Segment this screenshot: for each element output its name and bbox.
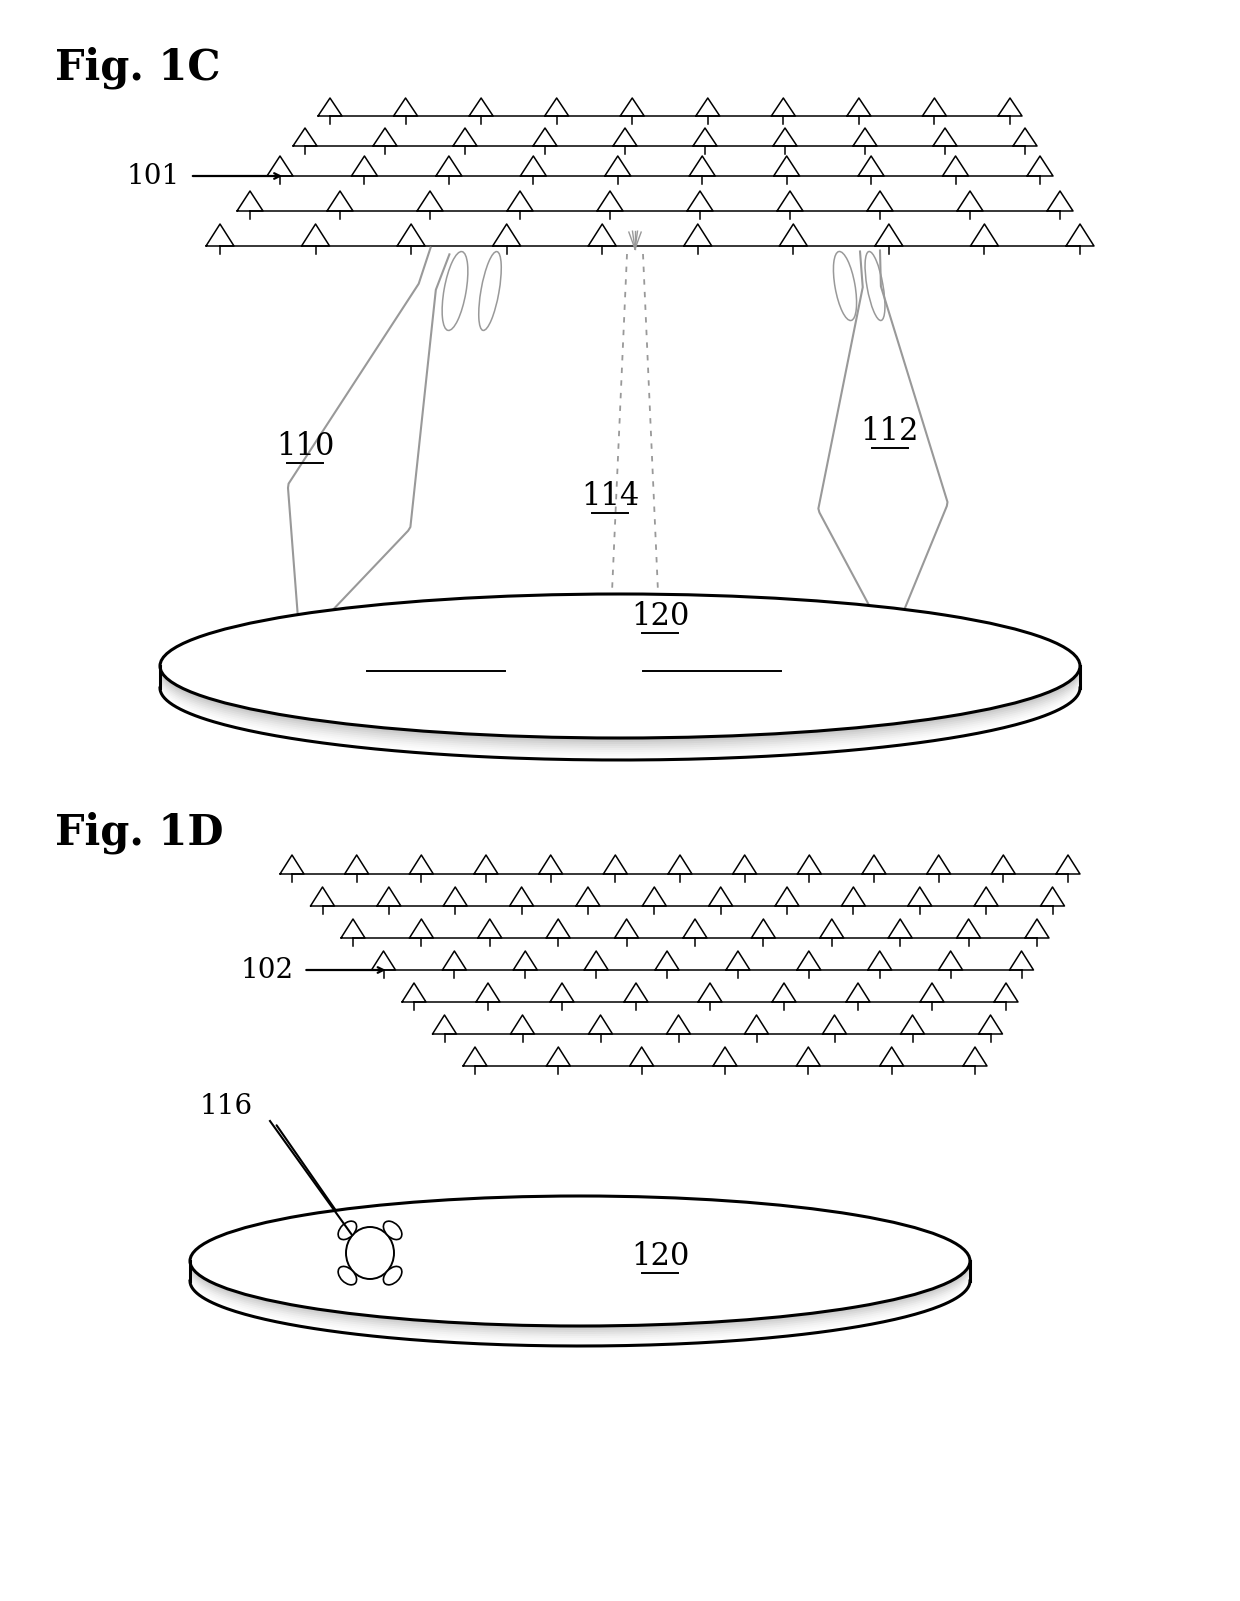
Ellipse shape bbox=[190, 1201, 970, 1330]
Text: 120: 120 bbox=[631, 1241, 689, 1271]
Ellipse shape bbox=[160, 600, 1080, 744]
Text: Fig. 1D: Fig. 1D bbox=[55, 812, 223, 853]
Ellipse shape bbox=[160, 599, 1080, 741]
Ellipse shape bbox=[190, 1198, 970, 1327]
Ellipse shape bbox=[383, 1266, 402, 1286]
Ellipse shape bbox=[160, 594, 1080, 738]
Text: 112: 112 bbox=[861, 416, 919, 447]
Ellipse shape bbox=[339, 1266, 357, 1286]
Text: 116: 116 bbox=[200, 1092, 253, 1119]
Ellipse shape bbox=[190, 1196, 970, 1326]
Text: 110: 110 bbox=[275, 431, 335, 461]
Ellipse shape bbox=[339, 1222, 357, 1239]
Ellipse shape bbox=[160, 596, 1080, 740]
Text: 102: 102 bbox=[241, 956, 294, 983]
Text: 101: 101 bbox=[126, 162, 180, 189]
Text: Fig. 1C: Fig. 1C bbox=[55, 46, 221, 88]
Ellipse shape bbox=[383, 1222, 402, 1239]
Text: 114: 114 bbox=[580, 480, 639, 511]
Text: 120: 120 bbox=[631, 600, 689, 631]
Ellipse shape bbox=[346, 1226, 394, 1279]
